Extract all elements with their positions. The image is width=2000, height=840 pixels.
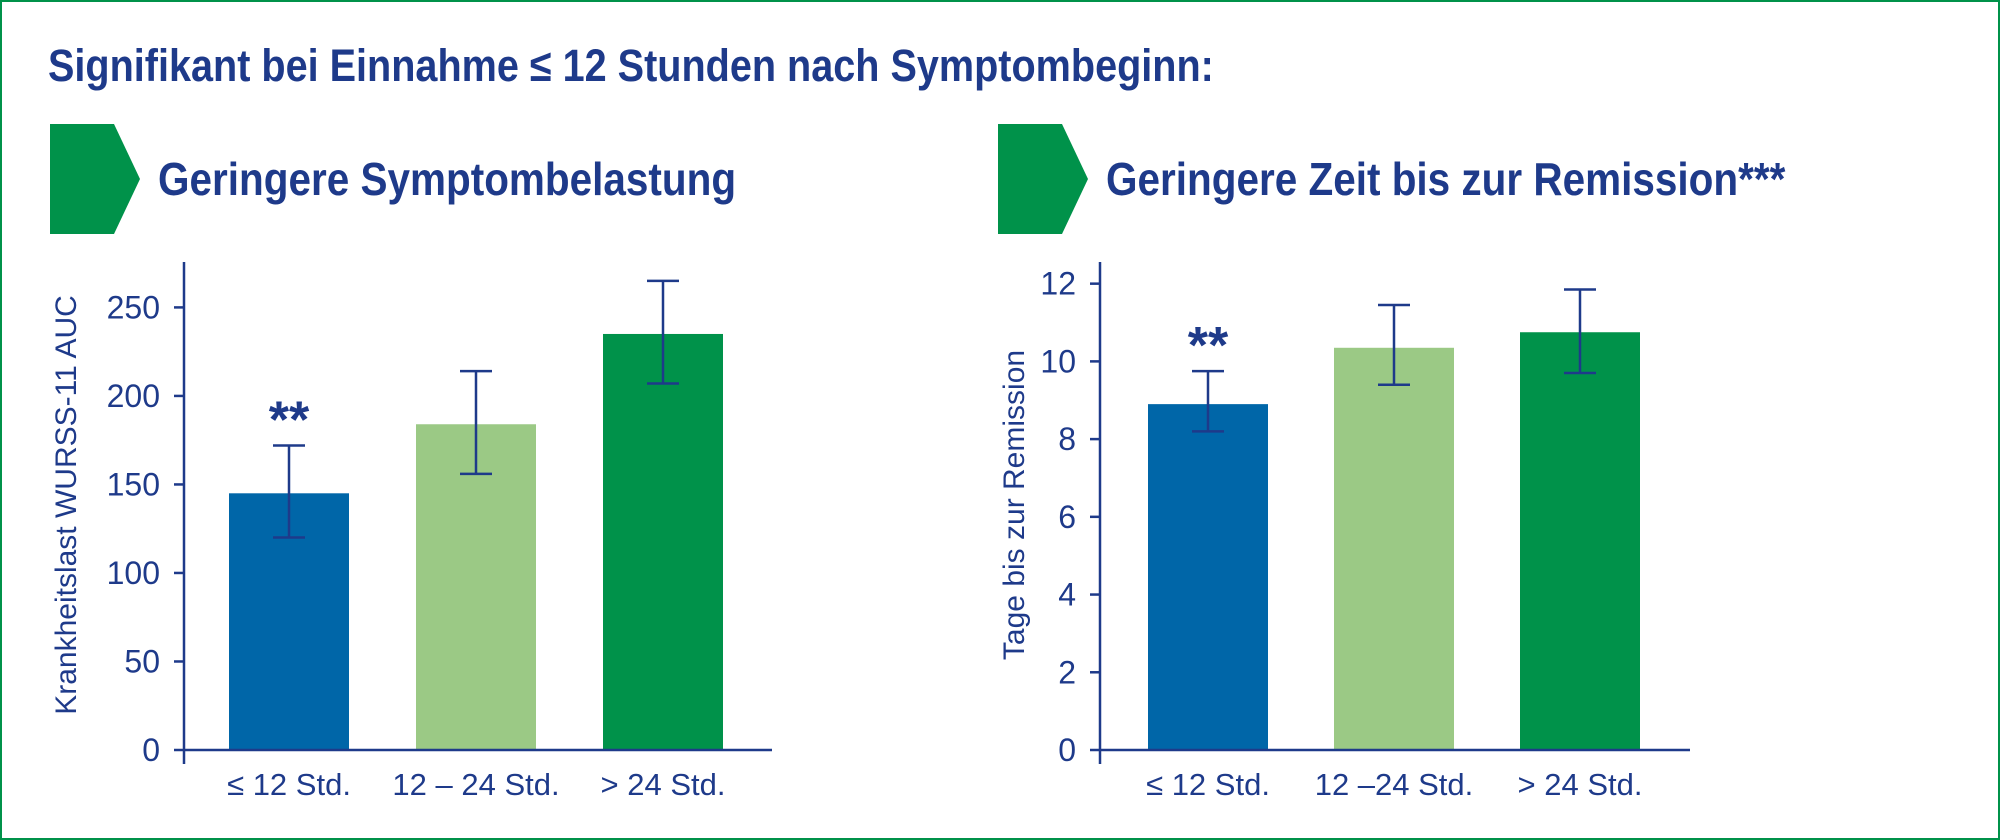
- panel-title-symptom-burden: Geringere Symptombelastung: [158, 153, 737, 205]
- y-tick-label: 100: [107, 555, 160, 591]
- y-tick-label: 200: [107, 378, 160, 414]
- y-tick-label: 6: [1058, 499, 1076, 535]
- x-tick-label: > 24 Std.: [1518, 767, 1643, 802]
- panel-title-remission-time: Geringere Zeit bis zur Remission***: [1106, 153, 1786, 205]
- y-tick-label: 10: [1040, 343, 1076, 379]
- x-tick-label: > 24 Std.: [601, 767, 726, 802]
- error-bar-3: [1564, 288, 1596, 375]
- x-tick-label: ≤ 12 Std.: [1146, 767, 1270, 802]
- y-tick-label: 4: [1058, 577, 1076, 613]
- error-bar-1: [273, 444, 305, 539]
- panel-header-remission-time: Geringere Zeit bis zur Remission***: [998, 124, 1898, 234]
- error-bar-2: [460, 369, 492, 476]
- y-axis-label: Krankheitslast WURSS-11 AUC: [50, 295, 83, 715]
- chart-remission: 0 2 4 6 8 10 12 ≤ 12 Std. 12 –24 Std. > 24 Std. Ta…: [998, 262, 1690, 802]
- y-tick-label: 0: [142, 732, 160, 768]
- y-tick-label: 2: [1058, 654, 1076, 690]
- error-bar-3: [647, 279, 679, 385]
- bar-2: [416, 424, 536, 750]
- x-tick-label: 12 – 24 Std.: [392, 767, 559, 802]
- chevron-arrow-icon: [998, 124, 1088, 234]
- bar-2: [1334, 347, 1454, 750]
- chevron-arrow-icon: [50, 124, 140, 234]
- significance-annotation: **: [269, 391, 310, 449]
- chart-symptom: 0 50 100 150 200 250 ≤ 12 Std. 12 – 24 Std. > 24…: [50, 262, 772, 802]
- bar-3: [1520, 332, 1640, 750]
- error-bar-2: [1378, 303, 1410, 386]
- panel-header-symptom-burden: Geringere Symptombelastung: [50, 124, 850, 234]
- page-title: Signifikant bei Einnahme ≤ 12 Stunden na…: [48, 40, 1214, 91]
- y-tick-label: 150: [107, 466, 160, 502]
- bar-1: [1148, 404, 1268, 750]
- significance-annotation: **: [1188, 317, 1229, 375]
- y-tick-label: 0: [1058, 732, 1076, 768]
- y-tick-label: 50: [124, 643, 160, 679]
- x-tick-label: 12 –24 Std.: [1315, 767, 1474, 802]
- y-tick-label: 250: [107, 289, 160, 325]
- y-tick-label: 12: [1040, 266, 1076, 302]
- y-tick-label: 8: [1058, 421, 1076, 457]
- x-tick-label: ≤ 12 Std.: [227, 767, 351, 802]
- bar-3: [603, 333, 723, 750]
- error-bar-1: [1192, 369, 1224, 433]
- y-axis-label: Tage bis zur Remission: [998, 350, 1031, 660]
